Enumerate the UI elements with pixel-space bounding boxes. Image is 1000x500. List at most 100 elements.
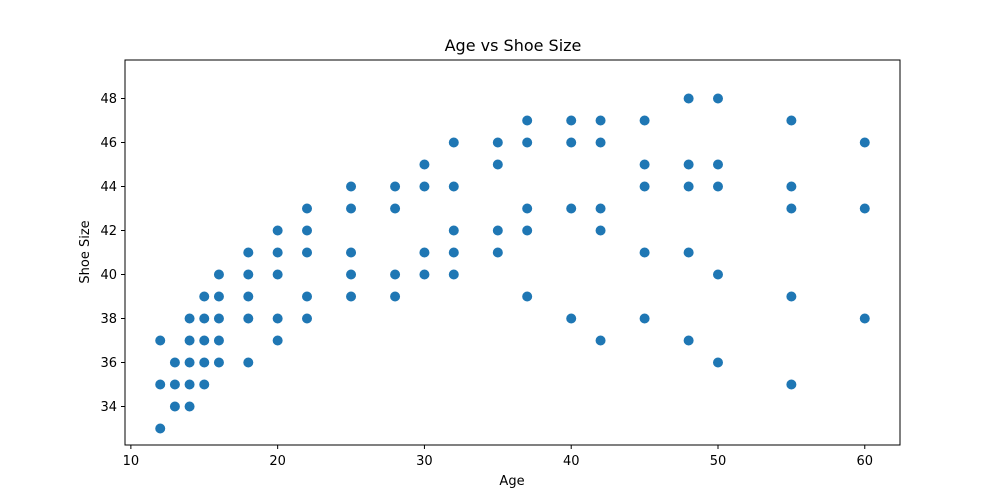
data-point <box>169 401 180 412</box>
data-point <box>272 225 283 236</box>
data-point <box>566 137 577 148</box>
data-point <box>712 181 723 192</box>
data-point <box>272 313 283 324</box>
y-tick-label: 36 <box>100 356 117 371</box>
data-point <box>683 247 694 258</box>
y-axis-ticks: 34 36 38 40 42 44 46 48 <box>100 92 125 415</box>
chart-title: Age vs Shoe Size <box>445 36 582 55</box>
x-tick-label: 50 <box>710 454 727 469</box>
data-point <box>448 137 459 148</box>
data-point <box>184 401 195 412</box>
x-tick-label: 40 <box>563 454 580 469</box>
data-point <box>639 247 650 258</box>
data-point <box>243 357 254 368</box>
data-point <box>419 247 430 258</box>
data-point <box>302 313 313 324</box>
data-point <box>213 291 224 302</box>
data-point <box>346 181 357 192</box>
y-tick-label: 42 <box>100 224 117 239</box>
data-point <box>448 181 459 192</box>
data-point <box>712 269 723 280</box>
plot-area-frame <box>124 59 901 446</box>
data-point <box>448 269 459 280</box>
x-tick-label: 30 <box>416 454 433 469</box>
data-point <box>243 291 254 302</box>
data-point <box>712 93 723 104</box>
data-point <box>639 181 650 192</box>
x-tick-label: 10 <box>123 454 140 469</box>
data-point <box>683 181 694 192</box>
data-point <box>859 203 870 214</box>
x-tick-label: 20 <box>269 454 286 469</box>
data-point <box>184 357 195 368</box>
data-point <box>595 335 606 346</box>
data-point <box>390 269 401 280</box>
data-point <box>199 313 210 324</box>
data-point <box>199 291 210 302</box>
data-point <box>786 115 797 126</box>
y-tick-label: 40 <box>100 268 117 283</box>
data-point <box>184 379 195 390</box>
data-point <box>683 93 694 104</box>
y-tick-label: 48 <box>100 92 117 107</box>
data-point <box>346 247 357 258</box>
data-point <box>155 335 166 346</box>
data-point <box>302 291 313 302</box>
data-point <box>522 225 533 236</box>
y-tick-label: 46 <box>100 136 117 151</box>
x-axis-label: Age <box>499 474 524 489</box>
data-point <box>448 225 459 236</box>
data-point <box>786 181 797 192</box>
data-point <box>199 335 210 346</box>
data-point <box>346 203 357 214</box>
data-point <box>419 159 430 170</box>
data-point <box>683 159 694 170</box>
data-point <box>419 269 430 280</box>
data-point <box>155 379 166 390</box>
data-point <box>184 313 195 324</box>
data-point <box>786 203 797 214</box>
data-points <box>155 93 870 434</box>
data-point <box>213 269 224 280</box>
data-point <box>169 379 180 390</box>
data-point <box>522 137 533 148</box>
data-point <box>199 357 210 368</box>
data-point <box>683 335 694 346</box>
data-point <box>522 115 533 126</box>
data-point <box>243 269 254 280</box>
data-point <box>639 313 650 324</box>
data-point <box>272 335 283 346</box>
data-point <box>302 203 313 214</box>
data-point <box>199 379 210 390</box>
data-point <box>712 159 723 170</box>
data-point <box>712 357 723 368</box>
data-point <box>639 159 650 170</box>
data-point <box>390 203 401 214</box>
data-point <box>595 115 606 126</box>
data-point <box>786 291 797 302</box>
data-point <box>595 203 606 214</box>
y-tick-label: 34 <box>100 400 117 415</box>
data-point <box>390 181 401 192</box>
data-point <box>302 247 313 258</box>
data-point <box>566 203 577 214</box>
data-point <box>566 313 577 324</box>
x-axis-ticks: 10 20 30 40 50 60 <box>123 445 873 469</box>
data-point <box>243 313 254 324</box>
x-tick-label: 60 <box>856 454 873 469</box>
data-point <box>302 225 313 236</box>
data-point <box>448 247 459 258</box>
data-point <box>346 291 357 302</box>
data-point <box>522 203 533 214</box>
data-point <box>155 423 166 434</box>
data-point <box>272 247 283 258</box>
data-point <box>786 379 797 390</box>
data-point <box>492 247 503 258</box>
data-point <box>213 313 224 324</box>
data-point <box>390 291 401 302</box>
y-axis-label: Shoe Size <box>78 220 93 283</box>
data-point <box>213 357 224 368</box>
data-point <box>243 247 254 258</box>
data-point <box>595 137 606 148</box>
